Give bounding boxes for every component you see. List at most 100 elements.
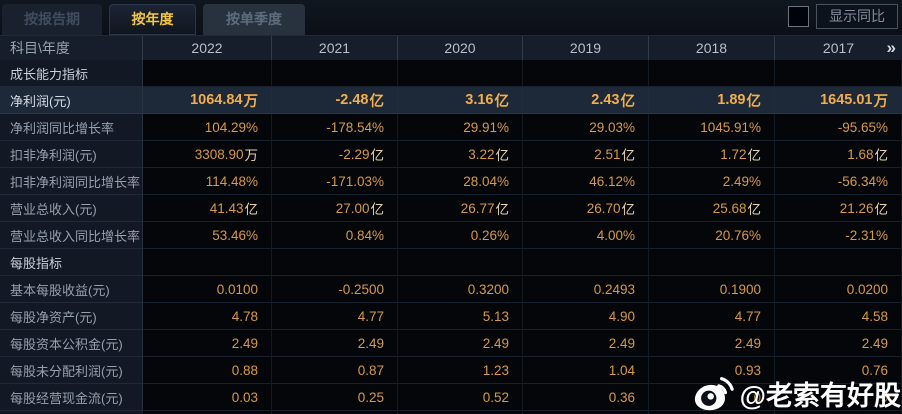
- cell-2021: 0.25: [272, 384, 398, 411]
- cell-2022: 1064.84 万: [143, 87, 272, 114]
- table-row[interactable]: 每股资本公积金(元) 2.49 2.49 2.49 2.49 2.49 2.49: [0, 330, 902, 357]
- year-label: 2022: [191, 40, 223, 56]
- cell-2020: 29.91%: [398, 114, 523, 141]
- year-label: 2019: [569, 40, 602, 56]
- tab-by-quarter[interactable]: 按单季度: [203, 4, 305, 35]
- cell-2018: 2.49%: [649, 168, 775, 195]
- year-header-2022: 2022: [143, 36, 272, 60]
- table-row[interactable]: 净利润(元) 1064.84 万 -2.48 亿 3.16 亿 2.43 亿 1.89 亿 1645.…: [0, 87, 902, 114]
- cell-2021: [272, 60, 398, 87]
- cell-2020: 0.3200: [398, 276, 523, 303]
- cell-2017: -95.65%: [775, 114, 902, 141]
- cell-2020: 28.04%: [398, 168, 523, 195]
- year-label: 2020: [444, 40, 476, 56]
- tab-by-year[interactable]: 按年度: [109, 4, 196, 35]
- cell-2018: [649, 249, 775, 276]
- table-row[interactable]: 营业总收入同比增长率 53.46% 0.84% 0.26% 4.00% 20.76% -2.…: [0, 222, 902, 249]
- cell-2021: -171.03%: [272, 168, 398, 195]
- cell-2020: 26.77 亿: [398, 195, 523, 222]
- cell-2019: 4.90: [523, 303, 649, 330]
- cell-2020: [398, 60, 523, 87]
- table-row[interactable]: 每股未分配利润(元) 0.88 0.87 1.23 1.04 0.93 0.76: [0, 357, 902, 384]
- cell-2020: [398, 249, 523, 276]
- cell-2017: 1645.01 万: [775, 87, 902, 114]
- cell-2017: 0.76: [775, 357, 902, 384]
- cell-2022: 0.88: [143, 357, 272, 384]
- row-label: 扣非净利润同比增长率: [0, 168, 143, 195]
- cell-2019: 29.03%: [523, 114, 649, 141]
- year-header-2019: 2019: [523, 36, 649, 60]
- cell-2020: 5.13: [398, 303, 523, 330]
- show-yoy-button[interactable]: 显示同比: [816, 4, 898, 29]
- table-row[interactable]: 净利润同比增长率 104.29% -178.54% 29.91% 29.03% 1045.…: [0, 114, 902, 141]
- cell-2022: 53.46%: [143, 222, 272, 249]
- cell-2017: -56.34%: [775, 168, 902, 195]
- cell-2022: 3308.90 万: [143, 141, 272, 168]
- year-header-2020: 2020: [398, 36, 523, 60]
- value-unit: 亿: [747, 148, 762, 163]
- table-row[interactable]: 每股净资产(元) 4.78 4.77 5.13 4.90 4.77 4.58: [0, 303, 902, 330]
- tab-by-report-period[interactable]: 按报告期: [2, 4, 102, 35]
- cell-2017: 9: [775, 384, 902, 411]
- value-unit: 万: [244, 148, 259, 163]
- cell-2022: [143, 60, 272, 87]
- more-years-icon[interactable]: »: [886, 38, 896, 57]
- table-header-row: 科目\年度 2022 2021 2020 2019 2018 2017 »: [0, 35, 902, 60]
- table-row[interactable]: 扣非净利润(元) 3308.90 万 -2.29 亿 3.22 亿 2.51 亿 1.72 亿 1.6…: [0, 141, 902, 168]
- cell-2017: 21.26 亿: [775, 195, 902, 222]
- row-label: 扣非净利润(元): [0, 141, 143, 168]
- table-row[interactable]: 基本每股收益(元) 0.0100 -0.2500 0.3200 0.2493 0.1900…: [0, 276, 902, 303]
- cell-2018: 1045.91%: [649, 114, 775, 141]
- cell-2017: [775, 249, 902, 276]
- cell-2021: -2.29 亿: [272, 141, 398, 168]
- table-row[interactable]: 营业总收入(元) 41.43 亿 27.00 亿 26.77 亿 26.70 亿 25.68 亿 21…: [0, 195, 902, 222]
- cell-2019: 0.36: [523, 384, 649, 411]
- cell-2018: 2.49: [649, 330, 775, 357]
- row-label: 营业总收入(元): [0, 195, 143, 222]
- cell-2021: -178.54%: [272, 114, 398, 141]
- value-unit: 亿: [369, 93, 385, 110]
- cell-2017: 0.0200: [775, 276, 902, 303]
- cell-2022: [143, 249, 272, 276]
- section-row: 每股指标: [0, 249, 902, 276]
- row-label: 每股未分配利润(元): [0, 357, 143, 384]
- cell-2017: [775, 60, 902, 87]
- year-label: 2018: [695, 40, 728, 56]
- cell-2018: 20.76%: [649, 222, 775, 249]
- cell-2019: 26.70 亿: [523, 195, 649, 222]
- value-unit: 亿: [621, 148, 636, 163]
- value-unit: 亿: [370, 148, 385, 163]
- cell-2019: 46.12%: [523, 168, 649, 195]
- cell-2021: -2.48 亿: [272, 87, 398, 114]
- cell-2019: [523, 249, 649, 276]
- row-label: 营业总收入同比增长率: [0, 222, 143, 249]
- cell-2021: -0.2500: [272, 276, 398, 303]
- cell-2019: 2.43 亿: [523, 87, 649, 114]
- row-label: 成长能力指标: [0, 60, 143, 87]
- table-row[interactable]: 每股经营现金流(元) 0.03 0.25 0.52 0.36 0 9: [0, 384, 902, 411]
- row-label: 净利润同比增长率: [0, 114, 143, 141]
- value-unit: 亿: [874, 202, 889, 217]
- show-yoy-checkbox[interactable]: [788, 6, 809, 27]
- value-unit: 亿: [244, 202, 259, 217]
- cell-2022: 0.0100: [143, 276, 272, 303]
- cell-2019: 4.00%: [523, 222, 649, 249]
- row-label: 每股经营现金流(元): [0, 384, 143, 411]
- section-row: 成长能力指标: [0, 60, 902, 87]
- cell-2021: [272, 249, 398, 276]
- cell-2018: 1.72 亿: [649, 141, 775, 168]
- top-bar: 按报告期 按年度 按单季度 显示同比: [0, 0, 902, 35]
- cell-2019: 2.49: [523, 330, 649, 357]
- cell-2022: 114.48%: [143, 168, 272, 195]
- cell-2021: 2.49: [272, 330, 398, 357]
- value-unit: 万: [243, 93, 259, 110]
- cell-2021: 27.00 亿: [272, 195, 398, 222]
- value-unit: 亿: [620, 93, 636, 110]
- cell-2018: 0.1900: [649, 276, 775, 303]
- value-unit: 亿: [495, 202, 510, 217]
- value-unit: 亿: [370, 202, 385, 217]
- cell-2017: 2.49: [775, 330, 902, 357]
- table-row[interactable]: 扣非净利润同比增长率 114.48% -171.03% 28.04% 46.12% 2.4…: [0, 168, 902, 195]
- cell-2019: [523, 60, 649, 87]
